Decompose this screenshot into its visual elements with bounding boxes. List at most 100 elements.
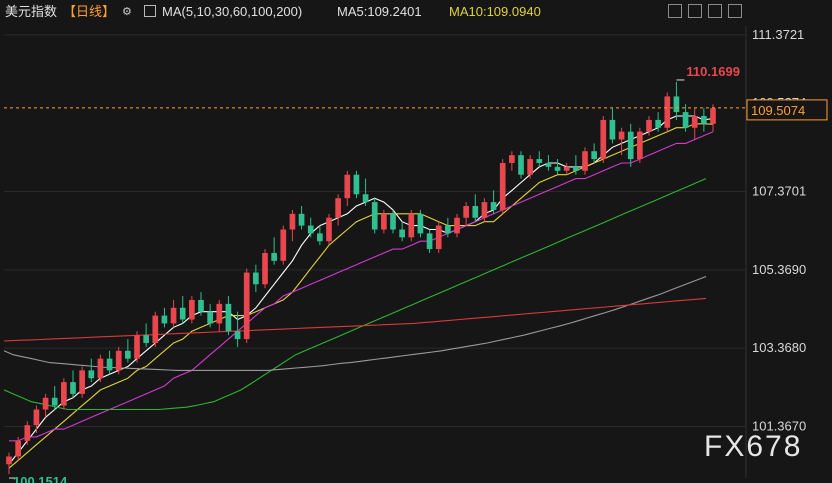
candle-body (490, 202, 497, 210)
candle-body (618, 131, 625, 140)
candle-body (134, 335, 140, 359)
candle-body (234, 331, 241, 340)
candle-body (307, 225, 314, 234)
candle-body (518, 155, 524, 175)
candle-body (582, 151, 588, 171)
zoom-icon[interactable] (688, 4, 702, 18)
candle-body (673, 96, 680, 113)
candle-body (170, 307, 177, 324)
candle-body (399, 229, 405, 238)
candle-body (253, 272, 259, 285)
candle-body (125, 350, 131, 359)
ma-line-ma5 (8, 115, 714, 465)
candle-body (97, 358, 104, 379)
current-price-box (746, 99, 828, 121)
ma-line-ma10 (8, 123, 714, 469)
candle-body (70, 382, 76, 394)
candle-body (152, 315, 159, 343)
candle-body (454, 217, 460, 234)
candle-body (189, 299, 195, 320)
draw-icon[interactable] (708, 4, 722, 18)
y-tick-label: 105.3690 (752, 262, 806, 277)
candle-body (426, 233, 433, 250)
y-tick-label: 103.3680 (752, 340, 806, 355)
candle-body (536, 159, 543, 163)
candle-body (24, 425, 31, 441)
candle-body (701, 116, 707, 124)
ma-line-ma30 (9, 131, 714, 442)
candle-body (499, 162, 506, 210)
fullscreen-icon[interactable] (728, 4, 742, 18)
candle-body (646, 119, 652, 132)
candle-body (435, 225, 442, 250)
candle-body (691, 116, 698, 128)
candle-body (198, 299, 204, 312)
candle-body (554, 166, 561, 171)
period-selector[interactable]: 【日线】 (63, 4, 116, 19)
candle-body (79, 370, 85, 394)
candle-body (627, 131, 634, 160)
candle-body (161, 315, 168, 324)
candle-body (243, 272, 250, 340)
candle-body (381, 213, 387, 230)
candle-body (664, 96, 671, 128)
candle-body (88, 370, 95, 379)
candle-body (353, 174, 360, 195)
candle-body (61, 382, 67, 406)
candle-body (33, 409, 40, 426)
candle-body (317, 233, 323, 242)
y-tick-label: 101.3670 (752, 418, 806, 433)
candle-body (362, 194, 369, 203)
chart-header: 美元指数 【日线】 ⚙ MA(5,10,30,60,100,200) MA5:1… (0, 0, 832, 24)
candle-body (42, 397, 49, 410)
candle-body (527, 159, 533, 175)
candle-body (262, 252, 268, 285)
candle-body (344, 174, 351, 199)
candle-body (481, 202, 488, 218)
candle-body (445, 225, 451, 234)
ma-line-ma60 (3, 178, 707, 411)
candle-body (216, 303, 223, 324)
current-price-label: 109.5074 (751, 103, 805, 118)
candle-body (326, 217, 332, 242)
low-price-label: 100.1514 (13, 474, 68, 483)
ma10-value: MA10:109.0940 (449, 4, 541, 19)
candle-body (298, 213, 305, 226)
ma-params-label: MA(5,10,30,60,100,200) (162, 4, 303, 19)
candle-body (51, 397, 58, 406)
candle-body (408, 213, 415, 238)
candle-body (600, 119, 607, 160)
y-tick-label: 107.3701 (752, 184, 806, 199)
y-tick-label: 111.3721 (752, 27, 804, 42)
candle-body (390, 213, 396, 230)
candle-body (682, 112, 689, 128)
symbol-title: 美元指数 (5, 4, 58, 19)
candle-body (591, 151, 597, 160)
candle-body (271, 252, 277, 261)
candle-body (710, 108, 716, 124)
settings-gear-icon[interactable]: ⚙ (122, 6, 132, 18)
candle-body (179, 307, 186, 320)
candle-body (289, 213, 296, 230)
candle-body (335, 198, 341, 218)
candle-body (609, 119, 616, 140)
candle-body (573, 166, 579, 171)
watermark: FX678 (704, 430, 803, 463)
indicator-chart-icon[interactable] (144, 5, 156, 17)
crosshair-icon[interactable] (668, 4, 682, 18)
candle-body (280, 229, 287, 261)
candle-body (463, 206, 469, 218)
candle-body (6, 456, 12, 465)
candle-body (143, 335, 149, 343)
candle-body (371, 202, 378, 230)
high-price-label: 110.1699 (686, 64, 740, 79)
candle-body (509, 155, 515, 163)
candle-body (545, 162, 552, 167)
candle-body (15, 440, 21, 457)
candle-body (115, 350, 122, 371)
candle-body (472, 206, 479, 218)
candle-body (637, 131, 643, 160)
candle-body (417, 213, 424, 234)
